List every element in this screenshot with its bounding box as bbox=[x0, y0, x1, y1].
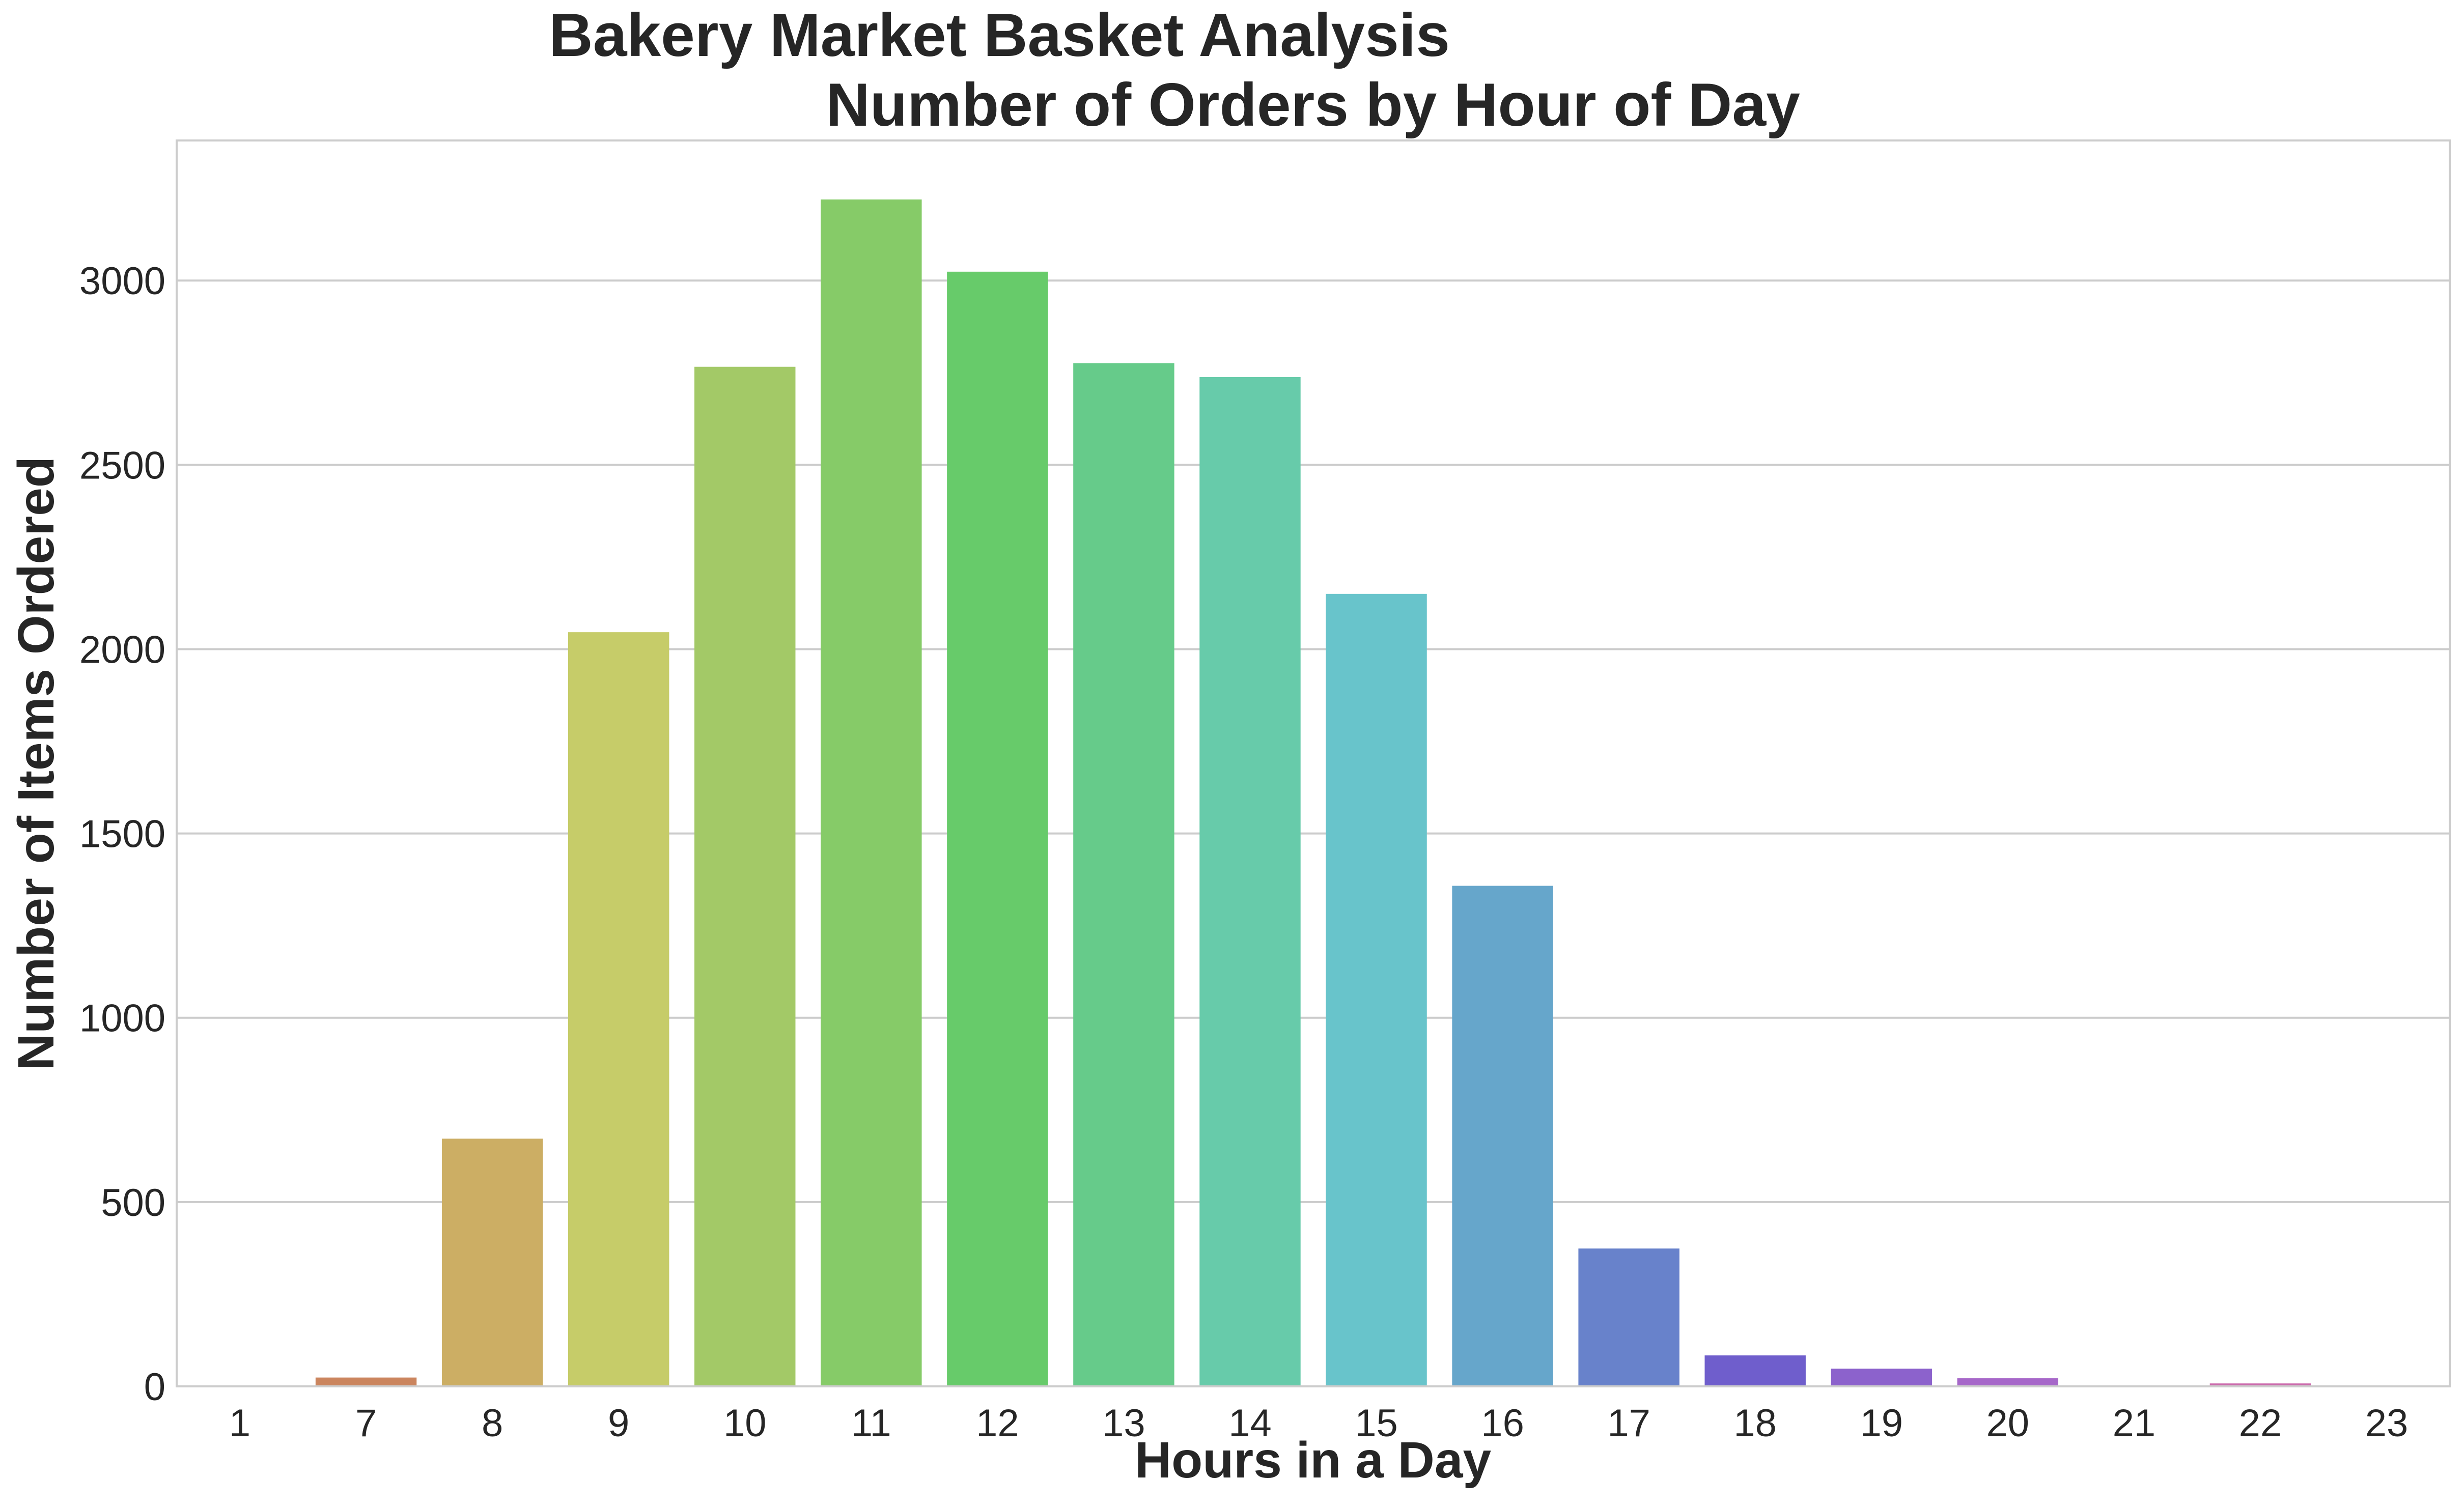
chart-title: Bakery Market Basket Analysis bbox=[549, 1, 1450, 69]
bar-hour-16 bbox=[1452, 886, 1553, 1386]
bar-hour-17 bbox=[1578, 1248, 1679, 1386]
x-tick-label: 15 bbox=[1355, 1402, 1398, 1445]
grid-lines bbox=[177, 279, 2450, 1387]
x-tick-label: 11 bbox=[851, 1402, 891, 1445]
bar-hour-15 bbox=[1326, 593, 1427, 1386]
x-tick-label: 23 bbox=[2365, 1402, 2409, 1445]
y-tick-label: 0 bbox=[144, 1366, 165, 1409]
bar-hour-18 bbox=[1704, 1355, 1806, 1386]
x-tick-label: 8 bbox=[482, 1402, 503, 1445]
x-tick-label: 1 bbox=[229, 1402, 250, 1445]
bar-hour-10 bbox=[694, 366, 796, 1387]
bar-hour-14 bbox=[1199, 377, 1301, 1387]
y-tick-label: 1500 bbox=[79, 813, 165, 856]
x-tick-label: 18 bbox=[1733, 1402, 1777, 1445]
x-tick-labels: 1 7 8 9 10 11 12 13 14 15 16 17 18 19 20 21 22 23 bbox=[229, 1402, 2408, 1445]
x-tick-label: 12 bbox=[976, 1402, 1019, 1445]
bar-hour-19 bbox=[1831, 1369, 1932, 1386]
x-tick-label: 9 bbox=[608, 1402, 629, 1445]
bars bbox=[189, 199, 2438, 1387]
bar-hour-20 bbox=[1957, 1378, 2059, 1386]
y-tick-label: 500 bbox=[101, 1181, 165, 1225]
y-tick-labels: 0 500 1000 1500 2000 2500 3000 bbox=[79, 260, 165, 1409]
x-tick-label: 7 bbox=[355, 1402, 377, 1445]
y-axis-label: Number of Items Ordered bbox=[8, 457, 65, 1070]
x-axis-label: Hours in a Day bbox=[1135, 1432, 1492, 1489]
y-tick-label: 2500 bbox=[79, 444, 165, 487]
x-tick-label: 16 bbox=[1481, 1402, 1524, 1445]
x-tick-label: 22 bbox=[2239, 1402, 2282, 1445]
y-tick-label: 3000 bbox=[79, 260, 165, 303]
chart-subtitle: Number of Orders by Hour of Day bbox=[826, 71, 1800, 139]
bar-hour-7 bbox=[315, 1377, 417, 1386]
bar-hour-12 bbox=[947, 271, 1048, 1386]
bar-hour-13 bbox=[1073, 363, 1174, 1386]
plot-frame bbox=[176, 139, 2451, 1387]
bar-hour-8 bbox=[441, 1139, 543, 1386]
y-tick-label: 1000 bbox=[79, 997, 165, 1040]
y-tick-label: 2000 bbox=[79, 628, 165, 671]
bar-hour-22 bbox=[2209, 1383, 2311, 1386]
x-tick-label: 17 bbox=[1607, 1402, 1650, 1445]
x-tick-label: 10 bbox=[723, 1402, 767, 1445]
x-tick-label: 20 bbox=[1986, 1402, 2030, 1445]
x-tick-label: 14 bbox=[1228, 1402, 1272, 1445]
x-tick-label: 13 bbox=[1102, 1402, 1145, 1445]
x-tick-label: 21 bbox=[2113, 1402, 2156, 1445]
bar-hour-9 bbox=[568, 632, 669, 1386]
x-tick-label: 19 bbox=[1860, 1402, 1903, 1445]
bar-hour-11 bbox=[821, 199, 922, 1387]
